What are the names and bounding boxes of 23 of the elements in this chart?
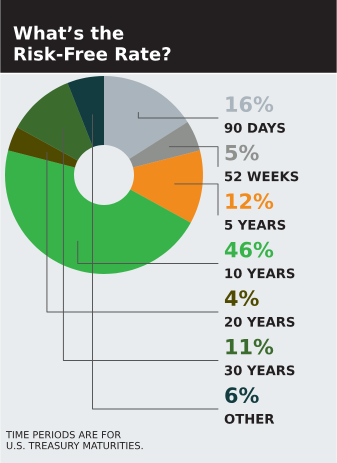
donut-slice [130, 150, 203, 223]
donut-slice [129, 122, 200, 168]
donut-slice [5, 150, 191, 274]
data-label: 6% [225, 387, 259, 404]
donut-slice [68, 76, 104, 148]
data-label: 46% [224, 242, 274, 258]
slice-label: 52 WEEKS [225, 171, 298, 182]
slice-label: 20 YEARS [225, 316, 294, 327]
slice-label: 10 YEARS [225, 268, 294, 278]
chart-title: What’s the Risk-Free Rate? [14, 26, 170, 61]
data-label: 11% [226, 338, 274, 355]
data-label: 4% [224, 290, 259, 306]
slice-label: 30 YEARS [224, 365, 294, 376]
data-label: 5% [226, 144, 259, 161]
data-label: 16% [226, 96, 274, 112]
data-label: 12% [226, 193, 274, 210]
slice-label: 5 YEARS [225, 220, 286, 230]
slice-label: OTHER [224, 414, 274, 424]
donut-slice [8, 127, 78, 168]
slice-label: 90 DAYS [224, 122, 285, 133]
donut-slice [17, 82, 93, 161]
text: TIME PERIODS ARE FOR U.S. TREASURY MATURITIES. [6, 431, 143, 450]
donut-slice [104, 76, 188, 159]
